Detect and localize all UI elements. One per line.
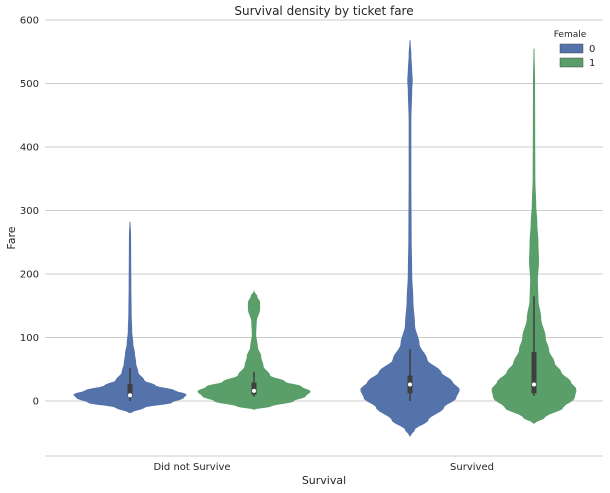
y-tick-label: 0 — [33, 397, 39, 408]
y-tick-label: 200 — [20, 270, 39, 281]
violin-body — [360, 40, 460, 437]
violin-median — [128, 393, 132, 398]
legend-swatch-1 — [559, 57, 584, 68]
x-tick-label: Survived — [450, 462, 494, 473]
legend-label-0: 0 — [589, 44, 595, 55]
x-axis-label: Survival — [302, 474, 346, 487]
violin-median — [408, 382, 412, 387]
legend-swatch-0 — [559, 43, 584, 54]
y-tick-label: 500 — [20, 79, 39, 90]
y-tick-label: 600 — [20, 16, 39, 27]
violins — [73, 40, 577, 437]
violin-body — [197, 289, 311, 410]
violin-box — [251, 382, 257, 395]
y-tick-labels: 0 100 200 300 400 500 600 — [20, 16, 39, 408]
y-axis-label: Fare — [5, 226, 18, 249]
legend-label-1: 1 — [589, 58, 595, 69]
x-tick-labels: Did not Survive Survived — [153, 462, 494, 473]
violin-median — [532, 382, 536, 387]
chart-title: Survival density by ticket fare — [234, 4, 413, 18]
violin-box — [127, 383, 133, 397]
violin-median — [252, 388, 256, 393]
x-tick-label: Did not Survive — [153, 462, 230, 473]
grid-lines — [45, 19, 603, 402]
legend: Female 0 1 — [554, 30, 596, 69]
violin-body — [491, 48, 577, 424]
y-tick-label: 300 — [20, 206, 39, 217]
violin-body — [73, 221, 187, 413]
legend-title: Female — [554, 30, 587, 40]
y-tick-label: 400 — [20, 143, 39, 154]
y-tick-label: 100 — [20, 333, 39, 344]
violin-box — [531, 352, 537, 394]
